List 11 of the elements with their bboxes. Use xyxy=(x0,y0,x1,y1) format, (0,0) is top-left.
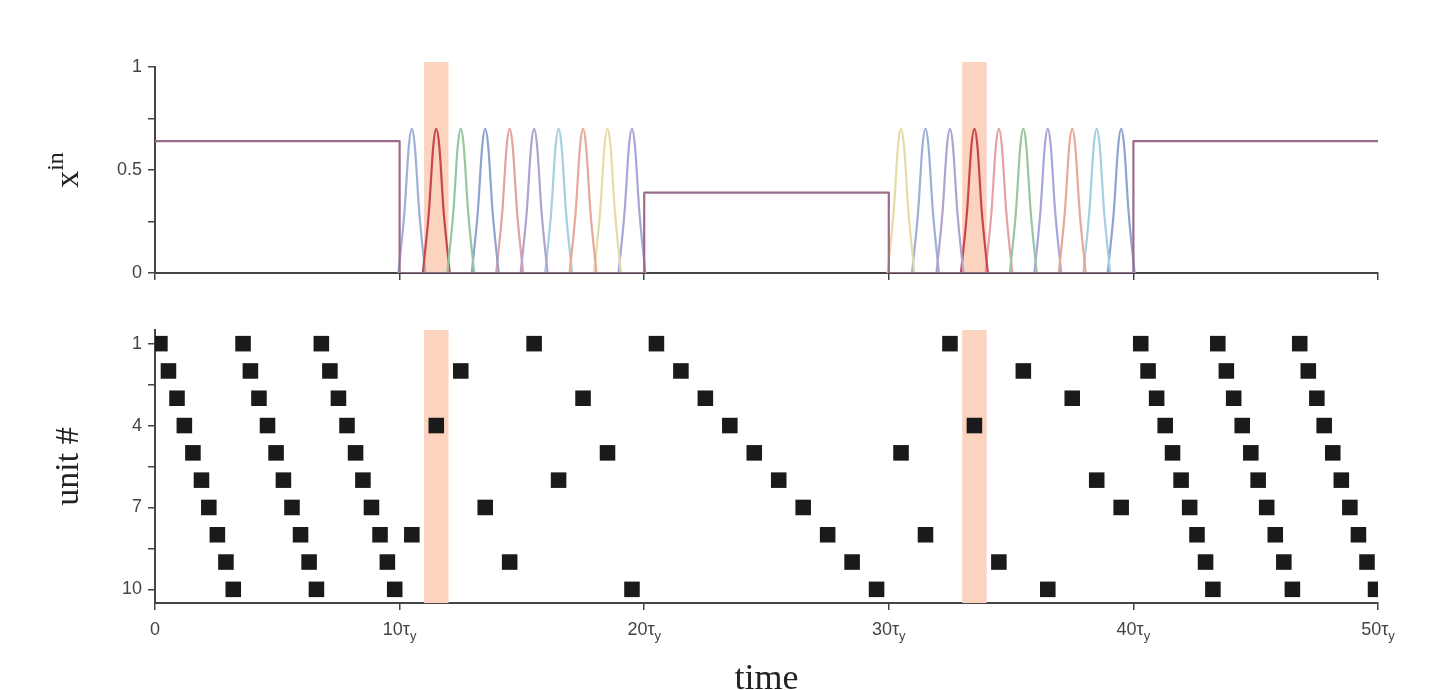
y-tick-label: 7 xyxy=(131,496,142,517)
y-axis-title: unit # xyxy=(48,427,85,506)
y-tick-label: 1 xyxy=(131,55,142,76)
x-axis-title: time xyxy=(734,657,799,690)
y-tick-label: 10 xyxy=(121,578,142,599)
y-tick-label: 4 xyxy=(131,414,142,435)
y-tick-label: 0 xyxy=(131,261,142,282)
y-tick-label: 0.5 xyxy=(116,158,142,179)
y-tick-label: 1 xyxy=(131,332,142,353)
x-tick-label: 0 xyxy=(149,619,161,639)
y-axis-title: xin xyxy=(41,152,85,188)
